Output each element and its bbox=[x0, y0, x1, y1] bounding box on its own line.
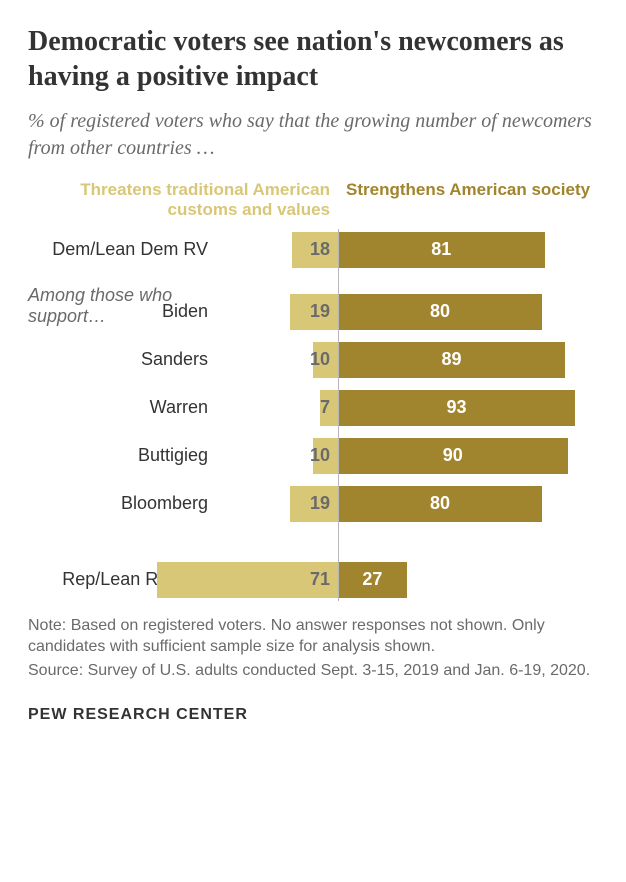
brand-attribution: PEW RESEARCH CENTER bbox=[28, 706, 598, 724]
bar-positive-value: 93 bbox=[447, 397, 467, 418]
neg-zone: 19 bbox=[228, 483, 338, 525]
bar-row: Dem/Lean Dem RV1881 bbox=[28, 229, 598, 271]
row-label: Dem/Lean Dem RV bbox=[28, 239, 228, 260]
bars-wrap: 1881 bbox=[228, 229, 598, 271]
row-label: Biden bbox=[28, 301, 228, 322]
bar-negative: 19 bbox=[290, 294, 338, 330]
bar-negative-value: 10 bbox=[310, 445, 330, 466]
chart-area: Dem/Lean Dem RV1881Among those who suppo… bbox=[28, 229, 598, 601]
bar-negative-value: 71 bbox=[310, 569, 330, 590]
bar-row: Bloomberg1980 bbox=[28, 483, 598, 525]
bar-negative-value: 19 bbox=[310, 301, 330, 322]
bar-negative: 10 bbox=[313, 342, 339, 378]
bars-wrap: 10 89 bbox=[228, 339, 598, 381]
pos-zone: 80 bbox=[338, 483, 598, 525]
neg-zone: 10 bbox=[228, 435, 338, 477]
axis-line bbox=[338, 229, 339, 601]
bar-positive: 80 bbox=[338, 294, 542, 330]
bar-positive-value: 81 bbox=[431, 239, 451, 260]
source-line: Source: Survey of U.S. adults conducted … bbox=[28, 660, 598, 682]
bar-row: Biden1980 bbox=[28, 291, 598, 333]
bars-wrap: 1980 bbox=[228, 483, 598, 525]
spacer bbox=[28, 531, 598, 559]
pos-zone: 89 bbox=[338, 339, 598, 381]
bars-wrap: 7 93 bbox=[228, 387, 598, 429]
bar-positive: 90 bbox=[338, 438, 568, 474]
bar-row: Buttigieg 10 90 bbox=[28, 435, 598, 477]
chart-subtitle: % of registered voters who say that the … bbox=[28, 108, 598, 162]
bar-positive-value: 90 bbox=[443, 445, 463, 466]
bar-positive-value: 89 bbox=[441, 349, 461, 370]
bar-row: Rep/Lean Rep RV7127 bbox=[28, 559, 598, 601]
bar-negative-value: 18 bbox=[310, 239, 330, 260]
bar-negative: 10 bbox=[313, 438, 339, 474]
bar-negative-value: 19 bbox=[310, 493, 330, 514]
pos-zone: 90 bbox=[338, 435, 598, 477]
bar-row: Sanders 10 89 bbox=[28, 339, 598, 381]
bar-positive: 81 bbox=[338, 232, 545, 268]
pos-zone: 81 bbox=[338, 229, 598, 271]
bar-positive-value: 27 bbox=[362, 569, 382, 590]
legend-left-label: Threatens traditional American customs a… bbox=[28, 180, 338, 221]
neg-zone: 7 bbox=[228, 387, 338, 429]
footnote: Note: Based on registered voters. No ans… bbox=[28, 615, 598, 658]
row-label: Warren bbox=[28, 397, 228, 418]
bar-negative: 71 bbox=[157, 562, 338, 598]
bar-row: Warren 7 93 bbox=[28, 387, 598, 429]
neg-zone: 19 bbox=[228, 291, 338, 333]
chart-title: Democratic voters see nation's newcomers… bbox=[28, 24, 598, 94]
neg-zone: 18 bbox=[228, 229, 338, 271]
bar-positive-value: 80 bbox=[430, 301, 450, 322]
bars-wrap: 71 27 bbox=[228, 559, 598, 601]
bar-positive: 80 bbox=[338, 486, 542, 522]
pos-zone: 80 bbox=[338, 291, 598, 333]
pos-zone: 27 bbox=[338, 559, 598, 601]
row-label: Sanders bbox=[28, 349, 228, 370]
neg-zone: 10 bbox=[228, 339, 338, 381]
bar-negative: 7 bbox=[320, 390, 338, 426]
bar-positive: 93 bbox=[338, 390, 575, 426]
legend: Threatens traditional American customs a… bbox=[28, 180, 598, 221]
bar-negative-value: 7 bbox=[320, 397, 330, 418]
pos-zone: 93 bbox=[338, 387, 598, 429]
row-label: Buttigieg bbox=[28, 445, 228, 466]
row-label: Bloomberg bbox=[28, 493, 228, 514]
bar-positive: 27 bbox=[338, 562, 407, 598]
bar-negative: 19 bbox=[290, 486, 338, 522]
bar-negative: 18 bbox=[292, 232, 338, 268]
bar-positive-value: 80 bbox=[430, 493, 450, 514]
bars-wrap: 1980 bbox=[228, 291, 598, 333]
bars-wrap: 10 90 bbox=[228, 435, 598, 477]
bar-positive: 89 bbox=[338, 342, 565, 378]
bar-negative-value: 10 bbox=[310, 349, 330, 370]
legend-right-label: Strengthens American society bbox=[338, 180, 598, 221]
neg-zone: 71 bbox=[228, 559, 338, 601]
